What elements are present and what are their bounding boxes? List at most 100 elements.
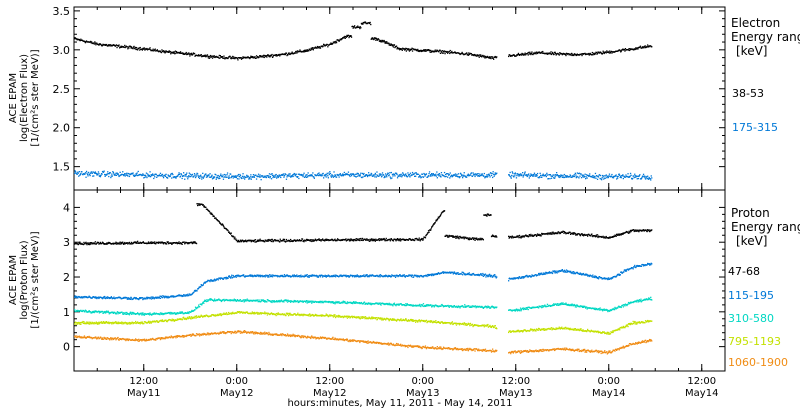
data-point [354, 25, 356, 27]
data-point [233, 175, 235, 178]
data-point [107, 310, 109, 312]
data-point [287, 54, 289, 56]
data-point [321, 274, 323, 277]
data-point [374, 176, 376, 178]
data-point [494, 172, 496, 174]
data-point [98, 44, 100, 46]
data-point [349, 275, 351, 277]
data-point [344, 37, 346, 39]
data-point [338, 176, 340, 178]
data-point [636, 47, 638, 49]
data-point [179, 312, 182, 314]
data-point [357, 275, 359, 277]
data-point [588, 275, 590, 278]
data-point [155, 297, 157, 299]
data-point [369, 21, 371, 24]
data-point [635, 47, 637, 49]
data-point [512, 172, 514, 174]
data-point [180, 243, 183, 245]
data-point [603, 52, 605, 55]
series-115-195 [74, 262, 653, 301]
data-point [303, 275, 306, 278]
data-point [594, 235, 596, 237]
data-point [193, 291, 195, 293]
data-point [344, 275, 346, 277]
data-point [179, 175, 182, 177]
data-point [299, 276, 301, 278]
data-point [581, 274, 584, 276]
data-point [294, 239, 296, 242]
data-point [75, 310, 77, 312]
data-point [211, 174, 213, 176]
data-point [237, 275, 239, 278]
data-point [533, 172, 536, 174]
data-point [184, 173, 186, 176]
data-point [610, 278, 613, 280]
data-point [99, 242, 101, 245]
data-point [425, 50, 428, 52]
data-point [311, 175, 313, 177]
data-point [132, 313, 135, 315]
data-point [256, 274, 259, 276]
data-point [446, 173, 448, 175]
data-point [285, 275, 287, 277]
data-point [435, 175, 437, 177]
data-point [482, 55, 484, 57]
data-point [251, 56, 253, 59]
data-point [586, 174, 588, 176]
data-point [643, 45, 646, 47]
data-point [495, 275, 497, 277]
data-point [448, 173, 450, 176]
data-point [394, 46, 396, 49]
data-point [551, 175, 554, 178]
data-point [551, 272, 554, 275]
data-point [336, 239, 338, 242]
data-point [431, 226, 433, 228]
data-point [456, 235, 459, 237]
data-point [196, 290, 198, 292]
data-point [259, 55, 261, 57]
data-point [113, 173, 115, 175]
data-point [440, 51, 443, 53]
data-point [136, 172, 138, 174]
data-point [169, 175, 171, 177]
data-point [282, 238, 284, 240]
data-point [270, 275, 273, 278]
data-point [629, 48, 631, 50]
data-point [523, 277, 525, 279]
data-point [201, 56, 203, 58]
data-point [401, 176, 403, 178]
data-point [334, 276, 337, 278]
data-point [422, 176, 425, 178]
data-point [248, 57, 250, 59]
data-point [520, 235, 523, 237]
data-point [359, 276, 361, 278]
data-point [96, 242, 98, 244]
data-point [339, 274, 341, 276]
data-point [615, 235, 617, 237]
data-point [149, 171, 151, 173]
data-point [348, 276, 350, 278]
data-point [271, 274, 273, 276]
data-point [230, 58, 232, 60]
data-point [399, 238, 401, 240]
data-point [101, 242, 103, 244]
data-point [525, 174, 527, 177]
data-point [256, 57, 258, 59]
data-point [602, 52, 604, 54]
data-point [555, 270, 557, 272]
data-point [638, 265, 640, 267]
data-point [165, 296, 167, 298]
data-point [510, 176, 512, 178]
data-point [127, 46, 129, 48]
data-point [261, 274, 263, 277]
data-point [308, 275, 310, 277]
data-point [561, 175, 563, 177]
data-point [285, 240, 287, 243]
data-point [89, 243, 91, 246]
data-point [132, 242, 134, 245]
data-point [468, 53, 470, 56]
data-point [141, 49, 143, 51]
data-point [79, 174, 81, 176]
data-point [167, 241, 169, 243]
